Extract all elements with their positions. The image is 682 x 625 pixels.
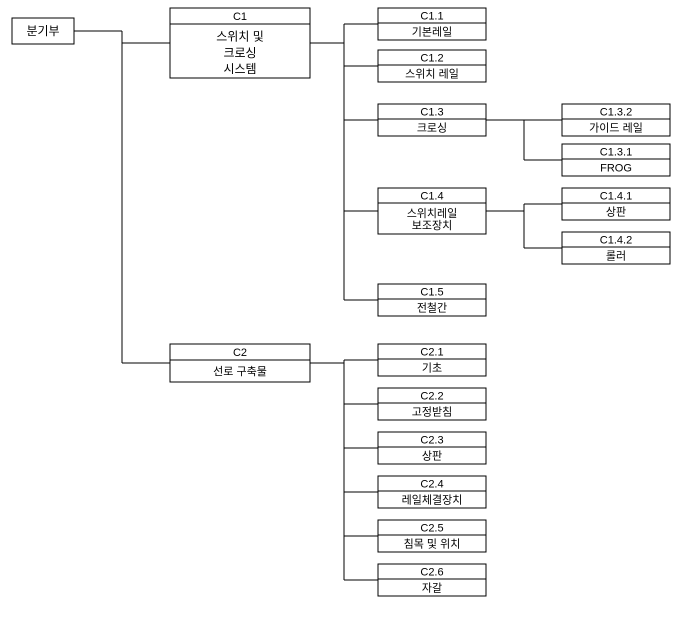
root-label: 분기부 [26, 24, 59, 38]
c13-child-0-label: 가이드 레일 [589, 120, 643, 134]
c1-child-4-label: 전철간 [417, 301, 447, 314]
c14-child-0-label: 상판 [606, 205, 626, 218]
c1-child-1-code: C1.2 [420, 52, 443, 64]
c1-label2: 크로싱 [223, 46, 256, 60]
c1-child-2-label: 크로싱 [417, 121, 447, 134]
c2-child-5-code: C2.6 [420, 566, 443, 578]
c2-child-3-code: C2.4 [420, 478, 443, 490]
c2-child-0-code: C2.1 [420, 346, 443, 358]
c2-child-2-code: C2.3 [420, 434, 443, 446]
c2-label: 선로 구축물 [213, 365, 267, 378]
c1-child-2-code: C1.3 [420, 106, 443, 118]
c2-child-4-code: C2.5 [420, 522, 443, 534]
hierarchy-diagram: 분기부C1스위치 및크로싱시스템C2선로 구축물C1.1기본레일C1.2스위치 … [0, 0, 682, 620]
c2-child-3-label: 레일체결장치 [402, 492, 463, 506]
c13-child-0-code: C1.3.2 [600, 106, 632, 118]
c1-child-0-code: C1.1 [420, 10, 443, 22]
c1-child-0-label: 기본레일 [412, 24, 452, 38]
c1-code: C1 [233, 11, 247, 23]
c2-child-5-label: 자갈 [422, 580, 442, 594]
c13-child-1-label: FROG [600, 162, 632, 174]
c1-child-3-label1: 스위치레일 [407, 206, 458, 220]
c1-child-1-label: 스위치 레일 [405, 66, 459, 80]
c1-child-3-label2: 보조장치 [412, 219, 452, 232]
c1-child-4-code: C1.5 [420, 286, 443, 298]
c2-child-4-label: 침목 및 위치 [404, 537, 461, 550]
c2-child-2-label: 상판 [422, 449, 442, 462]
c14-child-0-code: C1.4.1 [600, 190, 632, 202]
c2-child-1-label: 고정받침 [412, 405, 452, 418]
c13-child-1-code: C1.3.1 [600, 146, 632, 158]
c2-child-0-label: 기초 [422, 361, 442, 374]
c1-label3: 시스템 [223, 62, 256, 76]
c14-child-1-code: C1.4.2 [600, 234, 632, 246]
c2-code: C2 [233, 347, 247, 359]
c1-child-3-code: C1.4 [420, 190, 443, 202]
c14-child-1-label: 롤러 [606, 249, 626, 262]
c2-child-1-code: C2.2 [420, 390, 443, 402]
c1-label1: 스위치 및 [216, 30, 264, 44]
